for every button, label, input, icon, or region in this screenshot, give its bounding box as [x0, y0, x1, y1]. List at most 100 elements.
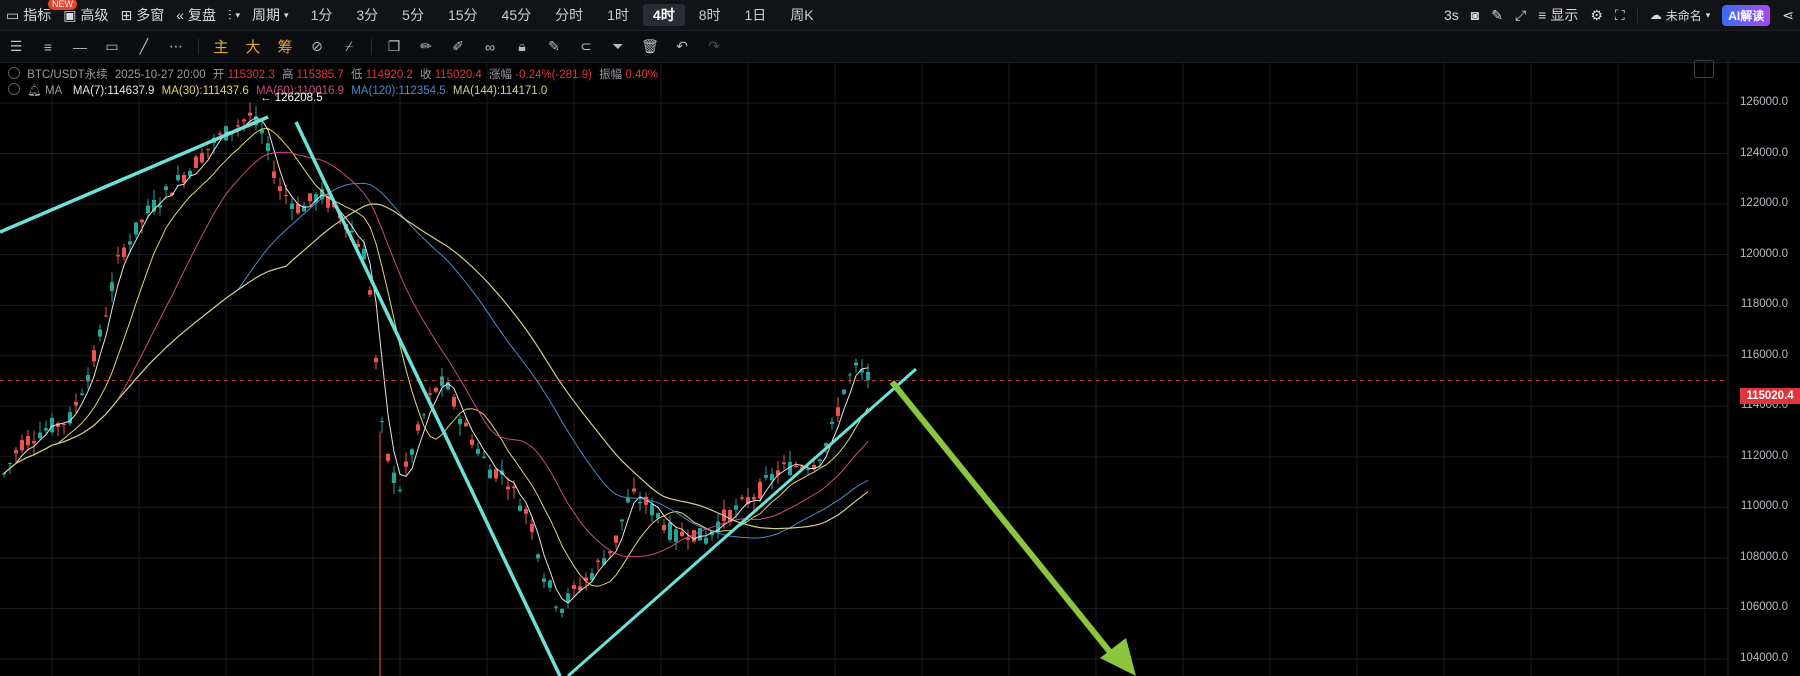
multi-window-button[interactable]: ⊞ 多窗 — [120, 6, 165, 24]
trendline-icon[interactable]: ╱ — [139, 38, 149, 54]
candle-body — [620, 519, 624, 522]
window-icon: ▣ — [63, 6, 77, 23]
trash-icon[interactable]: 🗑︎ — [641, 38, 659, 54]
share-icon[interactable]: ⋖ — [1782, 6, 1794, 23]
ma7-value: MA(7):114637.9 — [72, 85, 155, 97]
ma7-line — [3, 117, 869, 604]
horizontal-line-icon[interactable]: — — [73, 38, 87, 55]
edit-icon[interactable]: ✎ — [1491, 6, 1503, 23]
brush-icon[interactable]: ⌿ — [344, 38, 354, 54]
candle-body — [566, 593, 570, 603]
period-tab[interactable]: 1日 — [744, 7, 767, 23]
settings-icon[interactable]: ⚙ — [1590, 6, 1603, 23]
axis-tick-label: 116000.0 — [1740, 348, 1788, 361]
lock-icon[interactable]: 🔒︎ — [518, 38, 526, 54]
symbol-label: BTC/USDT永续 — [27, 69, 108, 81]
candle-body — [350, 230, 354, 233]
candle-body — [392, 472, 396, 484]
eye-icon[interactable] — [8, 67, 20, 79]
candle-body — [692, 530, 696, 542]
ma-title: MA — [45, 85, 62, 97]
period-tab[interactable]: 1时 — [607, 7, 629, 23]
period-tab[interactable]: 5分 — [402, 7, 424, 23]
marker-icon[interactable]: ✐ — [452, 38, 464, 54]
toggle-icon[interactable]: ⊘ — [311, 38, 323, 54]
workspace-button[interactable]: ☁ 未命名 ▾ — [1649, 8, 1711, 23]
candle-body — [506, 486, 510, 490]
candle-body — [560, 609, 564, 613]
period-tab[interactable]: 15分 — [447, 7, 478, 23]
indicators-button[interactable]: ▭ 指标 NEW — [0, 0, 77, 30]
period-menu-button[interactable]: 周期 ▾ — [252, 7, 289, 23]
filter-icon[interactable]: ⏷ — [612, 38, 624, 54]
eye-icon[interactable] — [8, 83, 20, 95]
candle-body — [260, 129, 264, 134]
candle-body — [302, 205, 306, 212]
period-tab[interactable]: 1分 — [310, 7, 333, 23]
trendline-support — [567, 367, 917, 676]
candle-body — [782, 462, 786, 465]
period-tab[interactable]: 分时 — [555, 7, 584, 23]
chart-type-button[interactable]: ⫶ ▾ — [222, 0, 246, 30]
candle-body — [26, 436, 30, 446]
display-button[interactable]: ≡ 显示 — [1538, 7, 1579, 23]
candle-body — [44, 428, 48, 431]
expand-icon[interactable]: ⤢ — [1514, 6, 1527, 23]
more-icon[interactable]: ⋯ — [169, 38, 183, 54]
candle-body — [20, 440, 24, 451]
period-tab[interactable]: 3分 — [356, 7, 379, 23]
period-tabs: 1分 3分 5分 15分 45分 分时 1时 4时 8时 1日 周K — [301, 4, 824, 26]
toolbar-right: 3s ◙ ✎ ⤢ ≡ 显示 ⚙ ⛶ ☁ 未命名 ▾ AI解读 ⋖ — [1438, 0, 1800, 30]
candle-body — [686, 537, 690, 540]
candle-body — [554, 606, 558, 608]
ma120-value: MA(120):112354.5 — [351, 85, 446, 97]
candle-body — [632, 488, 636, 492]
candle-body — [440, 376, 444, 387]
candle-body — [794, 465, 798, 467]
high-label: 高 — [281, 69, 294, 81]
candle-body — [530, 523, 534, 532]
fullscreen-icon[interactable]: ⛶ — [1614, 6, 1625, 23]
candle-body — [482, 456, 486, 458]
candle-body — [320, 188, 324, 200]
candle-body — [548, 580, 552, 588]
layers-icon[interactable]: ☰ — [9, 38, 23, 54]
advanced-button[interactable]: ▣ 高级 — [63, 6, 109, 24]
candle-body — [242, 119, 246, 122]
change-value: -0.24%(-281.9) — [515, 69, 592, 81]
replay-button[interactable]: « 复盘 — [176, 7, 216, 23]
candle-body — [8, 463, 12, 465]
camera-icon[interactable]: ◙ — [1470, 7, 1480, 23]
ai-interpret-button[interactable]: AI解读 — [1722, 4, 1771, 26]
candle-body — [32, 441, 36, 444]
menu-icon[interactable]: ≡ — [43, 38, 53, 55]
big-order-tool[interactable]: 大 — [245, 39, 261, 56]
pencil-icon[interactable]: ✏ — [420, 38, 432, 54]
copy-icon[interactable]: ❐ — [387, 38, 401, 54]
price-chart[interactable]: BTC/USDT永续 2025-10-27 20:00 开 115302.3 高… — [0, 60, 1800, 676]
candle-body — [74, 401, 78, 406]
candle-body — [638, 501, 642, 504]
redo-icon[interactable]: ↷ — [708, 38, 720, 54]
collapse-icon[interactable] — [1694, 60, 1714, 78]
period-tab[interactable]: 4时 — [642, 4, 685, 26]
bell-icon[interactable]: 🔔︎ — [27, 85, 42, 97]
candle-body — [368, 290, 372, 295]
refresh-interval[interactable]: 3s — [1443, 7, 1459, 23]
undo-icon[interactable]: ↶ — [676, 38, 688, 54]
high-value: 115385.7 — [296, 69, 344, 81]
period-tab[interactable]: 周K — [790, 7, 814, 23]
rectangle-icon[interactable]: ▭ — [105, 38, 119, 54]
candle-body — [698, 528, 702, 541]
magnet-icon[interactable]: ⊂ — [580, 38, 592, 54]
link-icon[interactable]: ∞ — [485, 38, 495, 55]
chips-tool[interactable]: 筹 — [277, 39, 293, 56]
period-tab[interactable]: 8时 — [698, 7, 721, 23]
candle-body — [374, 357, 378, 363]
divider — [198, 38, 199, 55]
candlestick-chart[interactable] — [0, 62, 1800, 676]
note-icon[interactable]: ✎ — [548, 38, 560, 54]
main-chart-tool[interactable]: 主 — [213, 39, 229, 56]
candle-body — [740, 497, 744, 499]
period-tab[interactable]: 45分 — [501, 7, 532, 23]
